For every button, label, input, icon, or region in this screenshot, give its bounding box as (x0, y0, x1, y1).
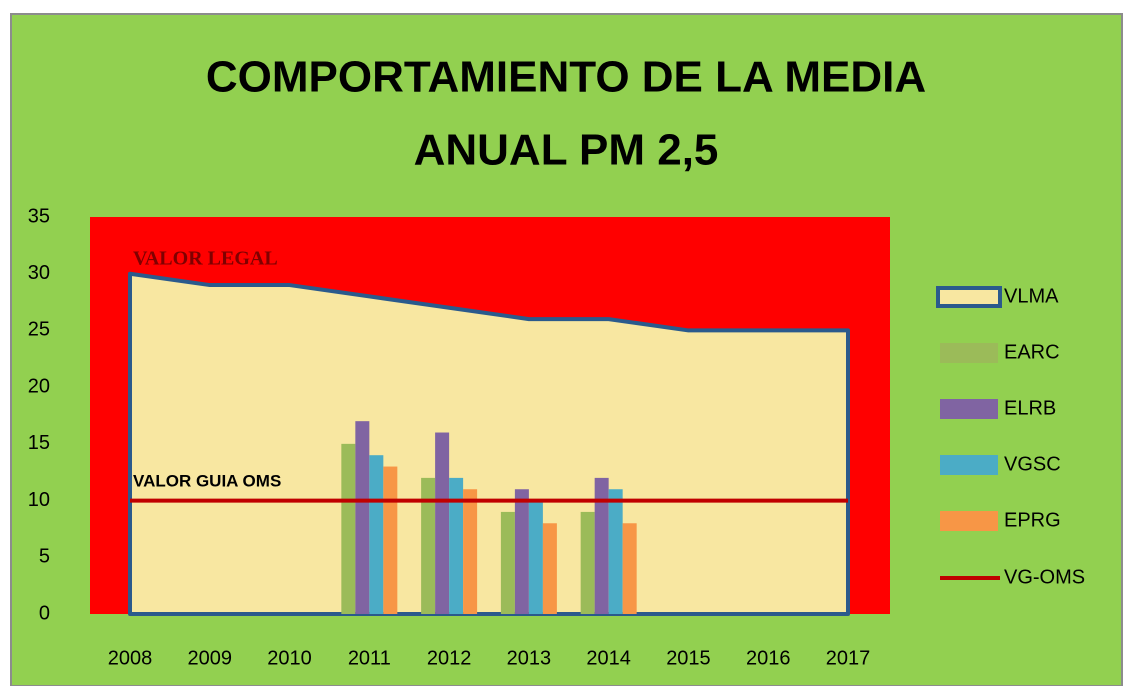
legend-label: VLMA (1004, 285, 1059, 307)
x-tick-label: 2009 (188, 647, 233, 669)
bar (463, 489, 478, 614)
area (128, 271, 850, 616)
bar (594, 477, 609, 614)
bar (421, 477, 436, 614)
x-tick-label: 2015 (666, 647, 711, 669)
annotation: VALOR LEGAL (133, 248, 278, 270)
x-tick-label: 2011 (348, 647, 391, 669)
bar (528, 500, 543, 614)
y-tick-label: 10 (28, 489, 50, 511)
bar (500, 511, 515, 614)
bar (608, 489, 623, 614)
x-tick-label: 2012 (427, 647, 472, 669)
x-tick-label: 2010 (267, 647, 312, 669)
legend-label: VGSC (1004, 453, 1061, 475)
bar (369, 455, 384, 614)
legend-label: VG-OMS (1004, 566, 1085, 588)
bar (355, 421, 370, 614)
annotation: VALOR GUIA OMS (133, 471, 281, 490)
legend-swatch (940, 455, 998, 475)
bar (580, 511, 595, 614)
legend-label: EARC (1004, 341, 1060, 363)
y-tick-label: 35 (28, 205, 50, 227)
y-tick-label: 5 (39, 546, 50, 568)
legend-swatch (940, 399, 998, 419)
bar (341, 443, 356, 614)
y-tick-label: 25 (28, 319, 50, 341)
legend-swatch (940, 343, 998, 363)
bar (622, 523, 637, 614)
x-tick-label: 2008 (108, 647, 153, 669)
x-tick-label: 2017 (826, 647, 871, 669)
legend-swatch (936, 286, 1002, 308)
legend-label: EPRG (1004, 509, 1061, 531)
bar (435, 432, 450, 614)
bar (449, 477, 464, 614)
y-tick-label: 30 (28, 262, 50, 284)
bar (542, 523, 557, 614)
y-tick-label: 15 (28, 432, 50, 454)
chart-title: COMPORTAMIENTO DE LA MEDIA (206, 53, 926, 102)
y-tick-label: 0 (39, 602, 50, 624)
y-tick-label: 20 (28, 375, 50, 397)
x-tick-label: 2014 (586, 647, 631, 669)
legend-swatch (940, 511, 998, 531)
bar (383, 466, 398, 614)
x-tick-label: 2016 (746, 647, 791, 669)
x-tick-label: 2013 (507, 647, 552, 669)
chart-title: ANUAL PM 2,5 (414, 126, 719, 175)
legend-label: ELRB (1004, 397, 1056, 419)
bar (514, 489, 529, 614)
